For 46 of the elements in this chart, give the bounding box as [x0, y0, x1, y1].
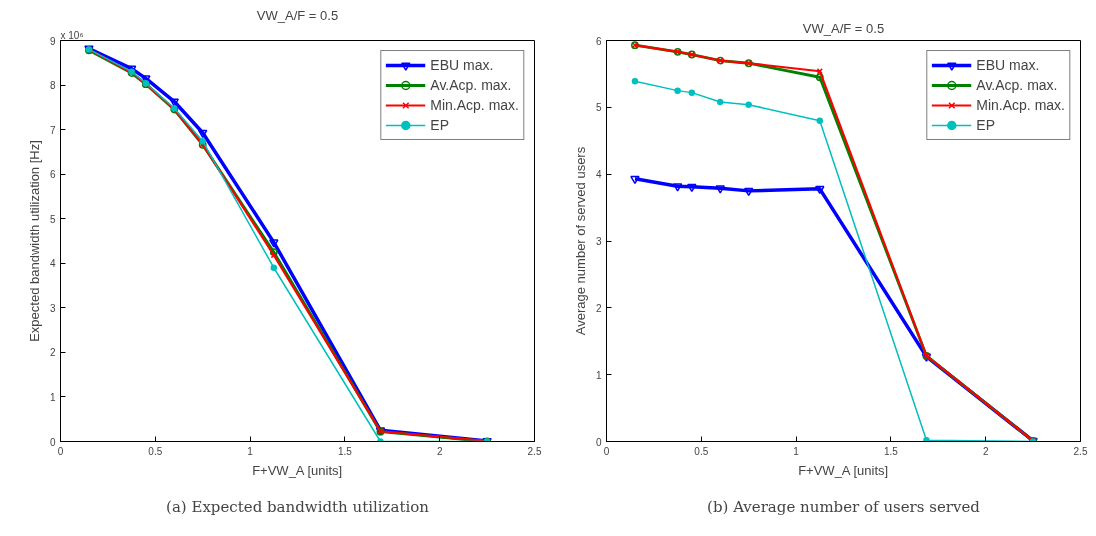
- x-tick-label: 0.5: [148, 445, 163, 457]
- y-tick-label: 1: [49, 391, 56, 403]
- legend-label: Av.Acp. max.: [976, 77, 1058, 93]
- x-tick-label: 2.5: [527, 445, 542, 457]
- y-axis-title: Average number of served users: [572, 146, 588, 336]
- legend-label: EBU max.: [430, 57, 494, 73]
- x-tick-label: 2: [436, 445, 443, 457]
- chart-title: VW_A/F = 0.5: [256, 7, 339, 23]
- y-tick-label: 3: [49, 302, 56, 314]
- text: (a) Expected bandwidth utilization: [166, 497, 430, 516]
- x-tick-label: 1: [793, 445, 800, 457]
- y-tick-label: 5: [49, 213, 56, 225]
- y-tick-label: 5: [595, 102, 602, 114]
- x-tick-label: 0.5: [694, 445, 709, 457]
- x-tick-label: 2.5: [1073, 445, 1088, 457]
- x-tick-label: 1.5: [337, 445, 353, 457]
- x-tick-label: 0: [603, 445, 610, 457]
- x-axis-title: F+VW_A [units]: [798, 462, 889, 478]
- x-axis-title: F+VW_A [units]: [252, 462, 343, 478]
- legend-label: Min.Acp. max.: [430, 97, 519, 113]
- y-tick-label: 4: [595, 169, 602, 181]
- x-tick-label: 2: [982, 445, 989, 457]
- y-tick-label: 2: [49, 347, 56, 359]
- y-tick-label: 3: [595, 236, 602, 247]
- legend-label: Min.Acp. max.: [976, 97, 1065, 113]
- legend-label: EBU max.: [976, 57, 1040, 73]
- y-tick-label: 9: [49, 35, 56, 47]
- y-tick-label: 1: [595, 369, 602, 381]
- chart-title: VW_A/F = 0.5: [802, 20, 885, 36]
- y-axis-title: Expected bandwidth utilization [Hz]: [26, 140, 42, 342]
- x-tick-label: 1: [247, 445, 254, 457]
- legend-label: EP: [976, 117, 996, 133]
- y-tick-label: 6: [49, 169, 56, 181]
- y-tick-label: 0: [595, 436, 602, 448]
- x-tick-label: 0: [57, 445, 64, 457]
- text: (b) Average number of users served: [707, 497, 981, 516]
- legend-label: EP: [430, 117, 450, 133]
- y-tick-label: 6: [595, 35, 602, 47]
- legend-label: Av.Acp. max.: [430, 77, 512, 93]
- x-tick-label: 1.5: [883, 445, 899, 457]
- text: x 10⁶: [60, 29, 84, 41]
- y-tick-label: 7: [49, 124, 56, 136]
- y-tick-label: 4: [49, 258, 56, 270]
- y-tick-label: 8: [49, 80, 56, 92]
- y-tick-label: 0: [49, 436, 56, 448]
- y-tick-label: 2: [595, 302, 602, 314]
